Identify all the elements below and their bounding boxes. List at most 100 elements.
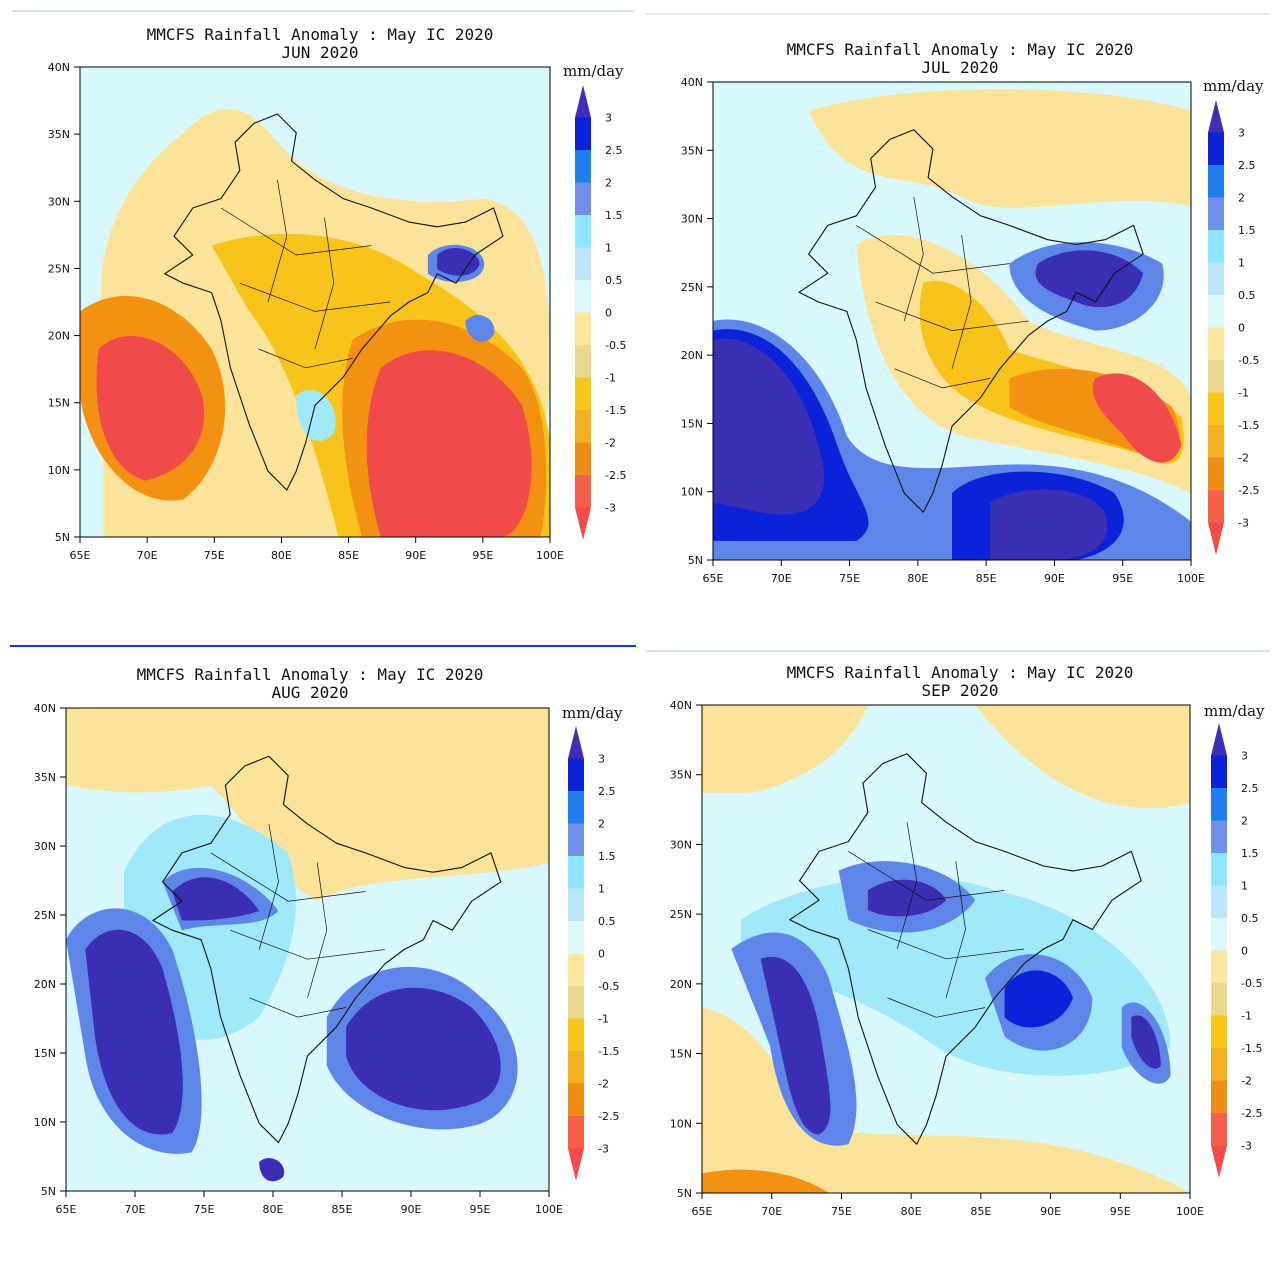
india-boundary xyxy=(152,755,502,1144)
lat-tick-label: 15N xyxy=(48,397,70,410)
legend-swatch xyxy=(568,986,584,1019)
legend-swatch xyxy=(575,475,591,508)
legend-swatch xyxy=(575,150,591,183)
color-legend: 3 2.5 2 1.5 1 0.5 0 -0.5 -1 -1.5 -2 -2.5 -3 xyxy=(1211,723,1262,1178)
legend-swatch xyxy=(1211,918,1227,951)
legend-label: -3 xyxy=(598,1143,609,1156)
panel-title: MMCFS Rainfall Anomaly : May IC 2020 xyxy=(136,665,484,684)
lon-tick-label: 85E xyxy=(338,549,359,562)
lat-tick-label: 20N xyxy=(48,330,70,343)
legend-label: 1.5 xyxy=(598,850,616,863)
lon-tick-label: 75E xyxy=(839,572,860,585)
lon-tick-label: 100E xyxy=(535,1203,563,1216)
lat-tick-label: 40N xyxy=(681,76,703,89)
legend-label: 0.5 xyxy=(1241,912,1259,925)
legend-swatch xyxy=(1208,457,1224,490)
legend-swatch xyxy=(568,758,584,791)
state-boundary xyxy=(945,861,966,998)
legend-label: -2.5 xyxy=(1241,1107,1262,1120)
legend-swatch xyxy=(1211,983,1227,1016)
state-boundary xyxy=(903,196,924,322)
legend-swatch xyxy=(568,856,584,889)
legend-label: 0.5 xyxy=(605,274,623,287)
legend-label: 2 xyxy=(1241,815,1248,828)
legend-swatch xyxy=(575,182,591,215)
legend-label: -1.5 xyxy=(598,1045,619,1058)
legend-swatch xyxy=(1208,165,1224,198)
legend-label: -2 xyxy=(605,437,616,450)
legend-swatch xyxy=(1208,360,1224,393)
legend-swatch xyxy=(575,117,591,150)
map-svg: 5N 10N 15N 20N 25N 30N 35N 40N 65E 70E 75E 80E 85E 90… xyxy=(48,61,627,562)
legend-swatch xyxy=(1211,788,1227,821)
anomaly-region xyxy=(702,1169,829,1193)
lat-tick-label: 35N xyxy=(48,128,70,141)
legend-swatch xyxy=(1211,885,1227,918)
lon-tick-label: 65E xyxy=(692,1205,713,1218)
anomaly-region xyxy=(1092,373,1182,463)
divider-top-left xyxy=(12,10,634,12)
legend-swatch xyxy=(575,247,591,280)
lon-tick-label: 65E xyxy=(70,549,91,562)
state-boundary xyxy=(307,862,328,998)
legend-swatch xyxy=(1211,755,1227,788)
legend-label: 1 xyxy=(605,242,612,255)
legend-label: -3 xyxy=(605,502,616,515)
panel-title: MMCFS Rainfall Anomaly : May IC 2020 xyxy=(786,40,1134,59)
state-boundary xyxy=(314,217,335,350)
legend-label: -1 xyxy=(1241,1010,1252,1023)
lon-tick-label: 70E xyxy=(771,572,792,585)
india-boundary xyxy=(789,753,1142,1145)
map-frame xyxy=(65,707,550,1192)
lat-tick-label: 20N xyxy=(670,978,692,991)
lon-tick-label: 100E xyxy=(1177,572,1205,585)
legend-swatch xyxy=(1208,197,1224,230)
state-boundary xyxy=(848,851,1005,901)
legend-swatch xyxy=(1211,1015,1227,1048)
legend-label: 0 xyxy=(1238,322,1245,335)
lat-tick-label: 25N xyxy=(670,908,692,921)
legend-swatch xyxy=(575,377,591,410)
anomaly-region xyxy=(702,1007,1190,1193)
state-boundary xyxy=(856,225,1010,274)
lat-tick-label: 40N xyxy=(48,61,70,74)
legend-swatch xyxy=(1211,1145,1227,1178)
lon-tick-label: 80E xyxy=(271,549,292,562)
legend-swatch xyxy=(575,215,591,248)
legend-swatch xyxy=(568,888,584,921)
legend-swatch xyxy=(1208,425,1224,458)
legend-swatch xyxy=(568,1018,584,1051)
anomaly-region xyxy=(990,489,1108,560)
legend-label: 3 xyxy=(605,112,612,125)
color-legend: 3 2.5 2 1.5 1 0.5 0 -0.5 -1 -1.5 -2 -2.5 -3 xyxy=(568,726,619,1181)
state-boundary xyxy=(258,823,279,950)
anomaly-region xyxy=(96,336,205,481)
legend-unit: mm/day xyxy=(562,704,623,722)
anomaly-region xyxy=(437,248,480,276)
legend-swatch xyxy=(568,1083,584,1116)
legend-label: -1 xyxy=(1238,387,1249,400)
state-boundary xyxy=(896,822,918,950)
legend-swatch xyxy=(1208,100,1224,133)
state-boundary xyxy=(951,234,972,369)
legend-label: 2.5 xyxy=(598,785,616,798)
lon-tick-label: 95E xyxy=(472,549,493,562)
lat-tick-label: 5N xyxy=(688,554,703,567)
lon-tick-label: 95E xyxy=(1112,572,1133,585)
legend-label: -2 xyxy=(1241,1075,1252,1088)
anomaly-region xyxy=(713,338,825,515)
legend-label: 1.5 xyxy=(605,209,623,222)
map-svg: 5N 10N 15N 20N 25N 30N 35N 40N 65E 70E 75E 80E 85E 90… xyxy=(670,699,1263,1218)
legend-label: 2.5 xyxy=(1241,782,1259,795)
panel-month: JUN 2020 xyxy=(281,43,359,62)
legend-swatch xyxy=(568,791,584,824)
lon-tick-label: 75E xyxy=(204,549,225,562)
legend-swatch xyxy=(568,1148,584,1181)
state-boundary xyxy=(239,282,391,312)
state-boundary xyxy=(267,179,288,303)
anomaly-region xyxy=(366,350,532,537)
lon-tick-label: 100E xyxy=(536,549,564,562)
legend-swatch xyxy=(568,953,584,986)
lon-tick-label: 80E xyxy=(263,1203,284,1216)
lon-tick-label: 90E xyxy=(1044,572,1065,585)
